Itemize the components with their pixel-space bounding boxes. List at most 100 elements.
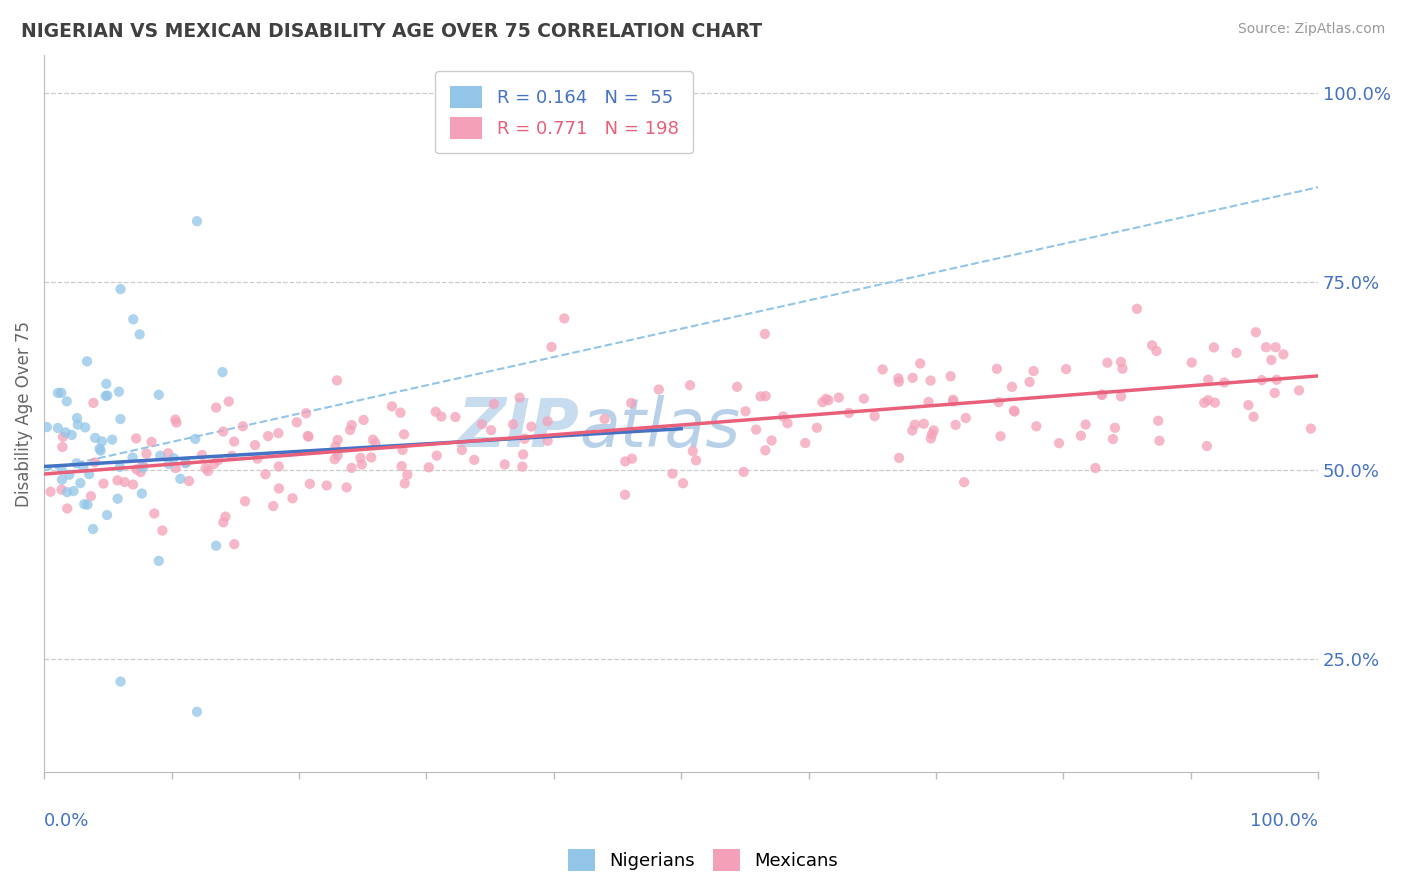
Point [1091,387,1114,401]
Point [754,443,776,458]
Point [55,425,77,440]
Point [51,483,73,497]
Point [734,404,756,418]
Point [91,434,114,449]
Point [1181,355,1204,369]
Point [361,433,384,447]
Point [82,396,104,410]
Point [451,442,474,457]
Point [131,458,153,472]
Point [107,491,129,506]
Point [679,378,702,392]
Point [614,488,637,502]
Point [389,406,412,420]
Point [212,425,235,439]
Point [339,423,361,437]
Point [52,430,75,444]
Point [1213,376,1236,390]
Point [51,462,73,476]
Point [1047,436,1070,450]
Point [430,409,453,424]
Point [360,450,382,465]
Point [942,392,965,407]
Point [96,376,118,391]
Point [267,482,290,496]
Point [482,397,505,411]
Point [1197,393,1219,408]
Point [90,443,112,458]
Point [986,361,1008,376]
Point [754,326,776,341]
Text: NIGERIAN VS MEXICAN DISABILITY AGE OVER 75 CORRELATION CHART: NIGERIAN VS MEXICAN DISABILITY AGE OVER … [21,22,762,41]
Text: 100.0%: 100.0% [1250,812,1319,830]
Point [73,497,96,511]
Point [672,476,695,491]
Point [148,554,170,568]
Point [207,453,229,467]
Point [1237,398,1260,412]
Point [51,385,73,400]
Point [920,374,942,388]
Point [685,453,707,467]
Point [1265,373,1288,387]
Point [852,392,875,406]
Point [281,491,304,506]
Point [1144,343,1167,358]
Point [150,524,173,538]
Point [922,423,945,437]
Point [1111,361,1133,376]
Point [94,389,117,403]
Point [122,477,145,491]
Point [1126,301,1149,316]
Point [828,391,851,405]
Point [593,412,616,426]
Point [66,417,89,432]
Point [990,429,1012,443]
Point [121,450,143,465]
Point [749,389,772,403]
Point [96,508,118,522]
Point [110,282,132,296]
Point [1260,353,1282,368]
Point [815,392,838,406]
Point [326,373,349,387]
Point [233,494,256,508]
Point [108,384,131,399]
Point [1091,388,1114,402]
Point [353,413,375,427]
Point [65,456,87,470]
Point [350,458,373,472]
Point [297,429,319,443]
Point [392,427,415,442]
Point [811,395,834,409]
Point [512,447,534,461]
Point [169,472,191,486]
Point [165,461,187,475]
Point [75,420,97,434]
Point [1104,421,1126,435]
Point [211,365,233,379]
Point [391,442,413,457]
Point [1197,373,1219,387]
Text: 0.0%: 0.0% [44,812,90,830]
Point [62,484,84,499]
Point [887,375,910,389]
Point [101,433,124,447]
Point [108,459,131,474]
Point [648,383,671,397]
Point [1097,356,1119,370]
Point [107,473,129,487]
Point [349,450,371,465]
Point [1018,375,1040,389]
Point [479,423,502,437]
Point [838,406,860,420]
Legend: R = 0.164   N =  55, R = 0.771   N = 198: R = 0.164 N = 55, R = 0.771 N = 198 [436,71,693,153]
Point [987,395,1010,409]
Point [128,327,150,342]
Point [953,475,976,490]
Point [60,428,83,442]
Point [212,516,235,530]
Point [46,421,69,435]
Point [908,356,931,370]
Point [224,537,246,551]
